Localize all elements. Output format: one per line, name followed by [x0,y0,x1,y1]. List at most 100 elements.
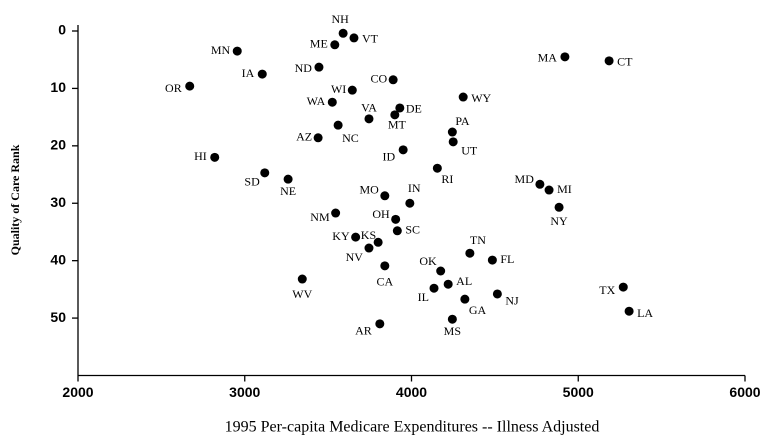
point [460,294,470,304]
point [331,208,341,218]
point-label: WV [292,287,312,301]
point-label: SC [405,223,420,237]
point [624,306,634,316]
point-label: LA [637,306,653,320]
point-label: CO [370,72,387,86]
point-label: NH [331,12,349,26]
point [364,243,374,253]
point-label: IA [242,66,255,80]
point-label: DE [406,102,422,116]
point-label: AL [456,274,472,288]
point [392,226,402,236]
point [313,133,323,143]
point [297,274,307,284]
point-label: GA [469,303,487,317]
point-label: MN [211,43,231,57]
point [604,56,614,66]
point-label: NE [280,184,296,198]
point [535,179,545,189]
point [373,237,383,247]
y-tick-label: 50 [50,309,66,325]
y-tick-label: 40 [50,251,66,267]
point [347,85,357,95]
point [380,191,390,201]
point-label: WA [307,94,326,108]
point-label: KY [332,229,350,243]
point [436,266,446,276]
point-label: PA [455,114,470,128]
point [458,92,468,102]
y-tick-label: 30 [50,194,66,210]
point-label: OH [372,207,390,221]
point-label: VA [361,101,377,115]
point [405,198,415,208]
point [398,145,408,155]
point-label: NC [342,131,359,145]
x-tick-label: 4000 [396,384,427,400]
point [364,114,374,124]
point-label: SD [244,175,260,189]
point [330,40,340,50]
point [448,137,458,147]
point [232,46,242,56]
point [333,120,343,130]
point-label: TN [470,233,486,247]
point [260,168,270,178]
point-label: KS [361,228,376,242]
point-label: RI [441,172,453,186]
point [210,152,220,162]
point-label: VT [362,32,379,46]
x-tick-label: 3000 [229,384,260,400]
point-label: UT [461,144,478,158]
point [283,174,293,184]
point-label: HI [194,149,207,163]
y-axis-title: Quality of Care Rank [8,144,22,255]
point-label: MO [359,183,379,197]
point-label: TX [599,283,615,297]
point-label: NJ [505,294,519,308]
point [429,283,439,293]
point [487,255,497,265]
point [185,81,195,91]
point-label: NY [550,214,568,228]
point-label: NV [346,250,364,264]
point [349,33,359,43]
point [327,97,337,107]
point-label: ND [295,61,313,75]
point [443,279,453,289]
point-label: IL [418,290,429,304]
point-label: WY [471,91,491,105]
point-label: ID [382,150,395,164]
point-label: AR [355,324,372,338]
y-tick-label: 0 [58,22,66,38]
point [375,319,385,329]
point [314,62,324,72]
point-label: CA [376,275,393,289]
point-label: ME [310,37,328,51]
point-label: MA [538,51,558,65]
point [395,103,405,113]
y-tick-label: 10 [50,79,66,95]
point [447,127,457,137]
point [447,314,457,324]
point-label: OK [419,254,437,268]
point-label: MS [444,324,461,338]
point-label: NM [310,210,330,224]
x-axis-title: 1995 Per-capita Medicare Expenditures --… [225,419,600,436]
point [351,232,361,242]
point-label: OR [165,81,182,95]
point-label: FL [500,252,514,266]
point [432,163,442,173]
point-label: WI [331,82,346,96]
point [618,282,628,292]
point-label: MT [388,118,407,132]
point [391,214,401,224]
x-tick-label: 6000 [729,384,760,400]
y-tick-label: 20 [50,137,66,153]
point [492,289,502,299]
point-label: CT [617,55,633,69]
point [380,261,390,271]
point-label: IN [408,181,421,195]
point [554,202,564,212]
